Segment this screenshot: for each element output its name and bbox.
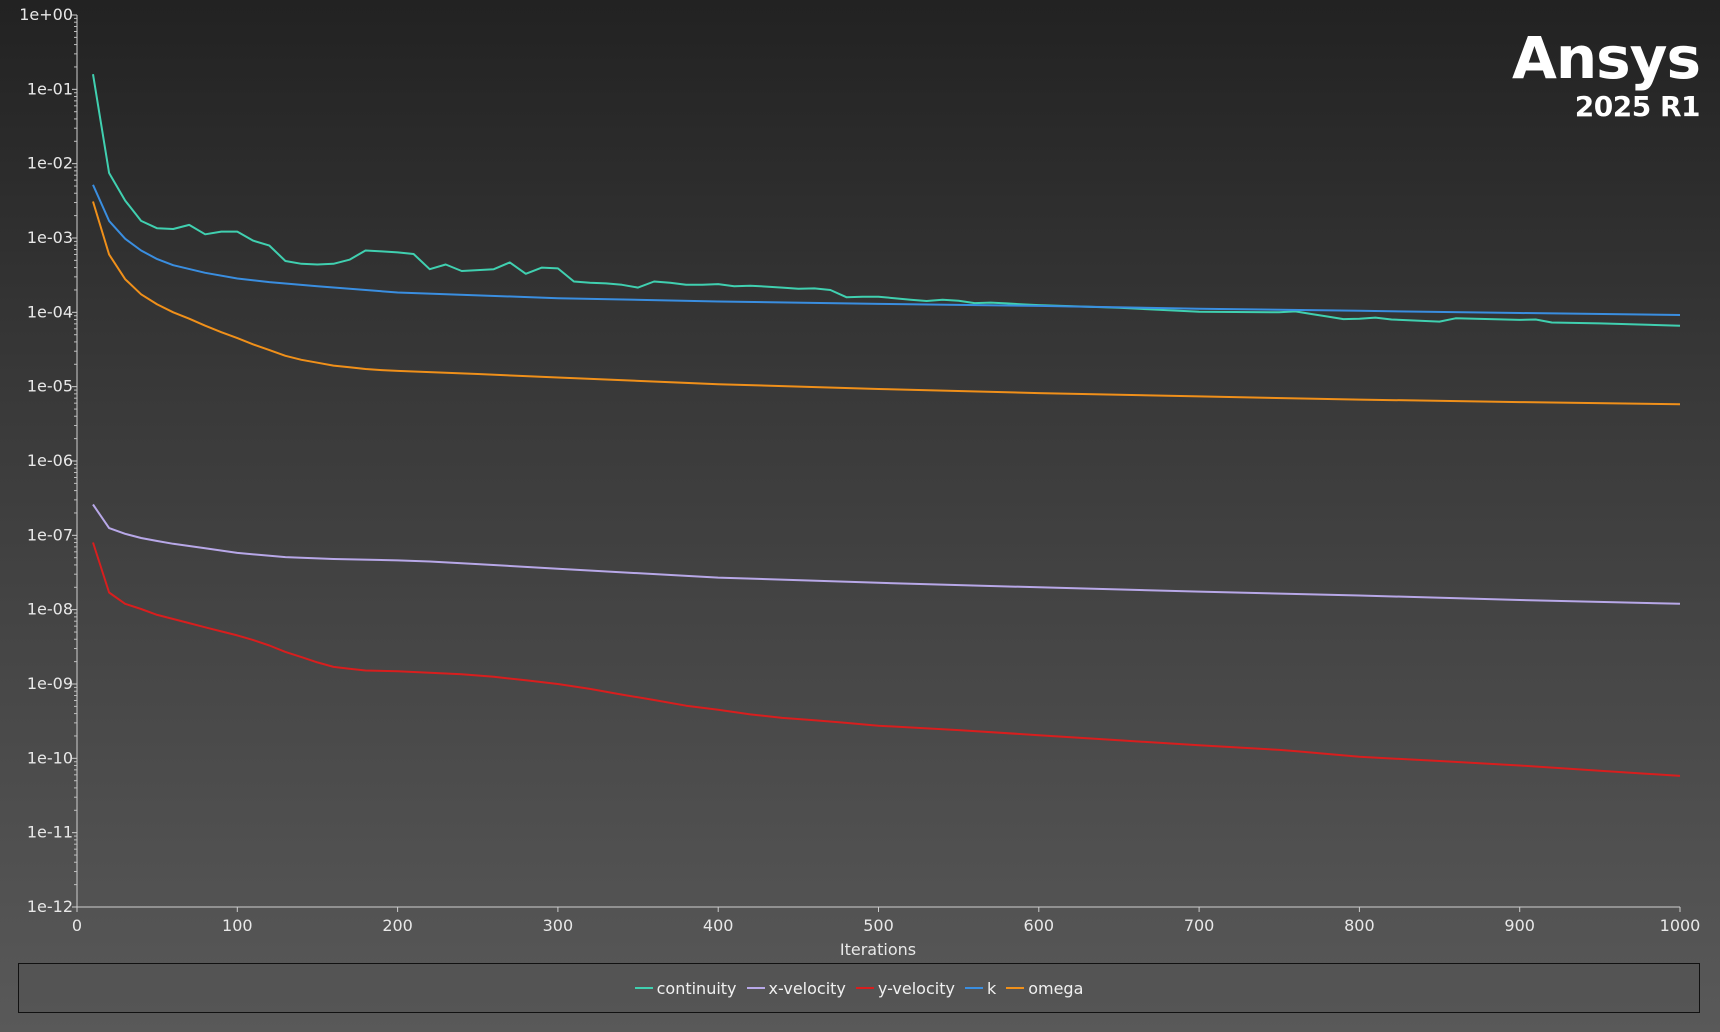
y-tick-label: 1e-07 [27, 525, 73, 544]
x-tick-label: 300 [543, 916, 574, 935]
legend-swatch [1006, 987, 1025, 989]
series-line-k [92, 184, 1681, 316]
legend-item-omega[interactable]: omega [1006, 979, 1083, 998]
logo-name: Ansys [1511, 24, 1701, 92]
legend-label: x-velocity [768, 978, 846, 998]
x-tick-label: 400 [703, 916, 734, 935]
legend-swatch [634, 987, 653, 989]
x-tick-label: 800 [1344, 916, 1375, 935]
legend-swatch [964, 987, 983, 989]
y-tick-label: 1e-03 [27, 228, 73, 247]
x-tick-label: 1000 [1660, 916, 1701, 935]
legend-item-x-velocity[interactable]: x-velocity [746, 978, 846, 998]
x-tick-label: 0 [72, 916, 82, 935]
series-line-continuity [92, 74, 1681, 327]
logo-version: 2025 R1 [1574, 90, 1701, 123]
x-tick-label: 100 [222, 916, 253, 935]
y-tick-label: 1e-10 [27, 748, 73, 767]
legend-label: y-velocity [877, 978, 955, 998]
y-tick-label: 1e-05 [27, 377, 73, 396]
x-tick-label: 600 [1024, 916, 1055, 935]
legend-label: continuity [656, 978, 737, 998]
legend-item-continuity[interactable]: continuity [634, 978, 737, 998]
series-line-y-velocity [92, 542, 1681, 777]
series-line-omega [92, 201, 1681, 406]
y-tick-label: 1e-11 [27, 823, 73, 842]
y-tick-label: 1e-01 [27, 79, 73, 98]
y-tick-label: 1e-04 [27, 302, 73, 321]
ansys-logo: Ansys 2025 R1 [1511, 24, 1701, 124]
y-tick-label: 1e-06 [27, 451, 73, 470]
x-axis-title: Iterations [840, 940, 916, 959]
y-tick-label: 1e-12 [27, 897, 73, 916]
x-tick-label: 500 [863, 916, 894, 935]
legend-item-k[interactable]: k [964, 978, 997, 998]
y-tick-label: 1e-09 [27, 674, 73, 693]
legend-swatch [855, 987, 874, 989]
series-line-x-velocity [92, 503, 1681, 605]
y-tick-label: 1e+00 [19, 5, 73, 24]
legend-swatch [746, 987, 765, 989]
y-tick-label: 1e-02 [27, 154, 73, 173]
x-tick-label: 700 [1184, 916, 1215, 935]
chart-axes: 1e+00 1e-01 1e-02 1e-03 1e-04 1e-05 1e-06 1e-07… [19, 5, 1700, 935]
chart-series [92, 74, 1681, 777]
legend-label: omega [1028, 978, 1084, 998]
y-tick-label: 1e-08 [27, 600, 73, 619]
x-tick-label: 200 [382, 916, 413, 935]
legend: continuity x-velocity y-velocity k omega [18, 963, 1700, 1013]
x-tick-label: 900 [1504, 916, 1535, 935]
legend-item-y-velocity[interactable]: y-velocity [855, 978, 955, 998]
legend-label: k [986, 978, 997, 998]
